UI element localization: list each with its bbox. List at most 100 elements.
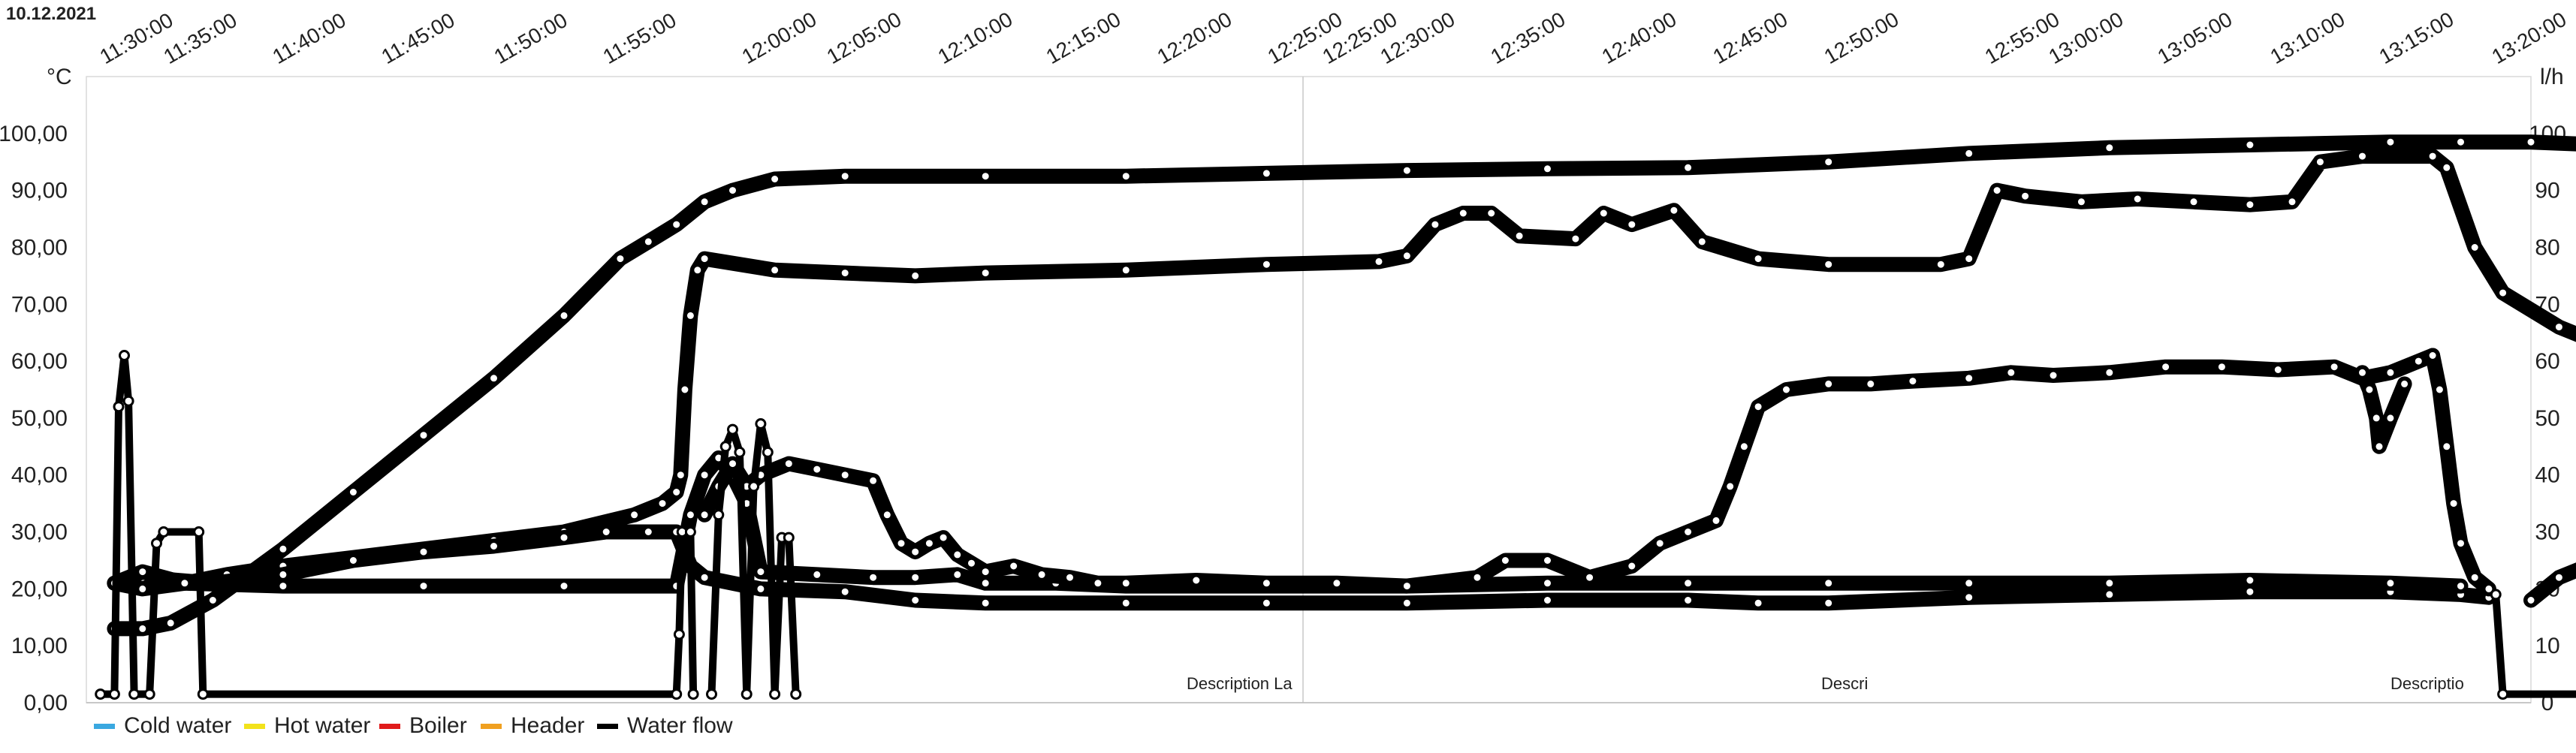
series-point-flow_zero — [2490, 589, 2502, 601]
series-point-hot_water — [923, 538, 935, 550]
date-label: 10.12.2021 — [6, 4, 96, 24]
series-point-cold_water — [909, 595, 922, 606]
legend-label: Boiler — [409, 713, 467, 738]
right-axis-unit: l/h — [2540, 65, 2564, 89]
series-point-header_main — [769, 264, 781, 276]
series-point-boiler — [1963, 577, 1975, 589]
series-point-hot_water — [1092, 577, 1104, 589]
series-point-hot_drop — [2483, 583, 2495, 595]
series-point-water_flow_main — [642, 236, 654, 248]
series-point-water_flow_main — [2525, 136, 2537, 148]
series-point-hot_water — [2005, 366, 2017, 378]
series-point-water_flow_main — [1120, 170, 1132, 182]
series-point-cold_water — [839, 586, 851, 598]
series-point-hot_water — [698, 509, 710, 521]
series-point-water_flow_main — [488, 372, 499, 384]
series-point-hot_water — [1542, 555, 1553, 566]
series-point-hot_water — [979, 566, 991, 578]
description-annotation: Description La — [1187, 674, 1293, 693]
series-point-header_main — [674, 469, 686, 481]
series-point-water_flow_main — [2104, 142, 2116, 154]
legend-swatch — [94, 724, 115, 729]
series-point-hot_water — [1682, 526, 1694, 538]
series-point-cold_water — [558, 532, 570, 544]
series-point-spike_a — [687, 688, 699, 700]
series-point-cold_water — [1120, 597, 1132, 609]
series-point-hot_water — [2047, 369, 2059, 381]
series-point-header_main — [1513, 230, 1525, 242]
series-point-hot_water — [2160, 361, 2172, 373]
series-point-boiler — [179, 577, 191, 589]
legend-label: Header — [511, 713, 584, 738]
series-line-header_main — [107, 149, 2576, 597]
y-tick-label-right: 80 — [2535, 235, 2559, 260]
series-point-spike_a — [122, 395, 134, 407]
series-point-water_flow_main — [614, 253, 626, 265]
description-annotation: Descri — [1821, 674, 1868, 693]
series-point-header_main — [1823, 258, 1835, 270]
series-point-boiler — [684, 509, 696, 521]
y-tick-label-left: 30,00 — [11, 520, 68, 545]
y-tick-label-left: 90,00 — [11, 179, 68, 203]
legend-swatch — [597, 724, 618, 729]
series-point-header_main — [679, 384, 691, 396]
series-point-water_flow_main — [164, 617, 176, 629]
series-point-cold_water — [277, 568, 289, 580]
series-point-hot_water — [1008, 560, 1020, 572]
y-tick-label-left: 80,00 — [11, 235, 68, 260]
series-point-hot_dip — [2384, 412, 2397, 424]
series-point-water_flow_main — [769, 173, 781, 185]
series-point-cold_water — [347, 555, 359, 566]
series-point-hot_water — [2384, 366, 2397, 378]
series-point-hot_drop — [2455, 538, 2466, 550]
series-point-spike_a — [128, 688, 140, 700]
series-point-hot_drop — [2469, 571, 2481, 583]
series-point-boiler — [952, 568, 964, 580]
series-point-boiler — [2104, 577, 2116, 589]
series-point-header_main — [1570, 233, 1582, 245]
series-point-hot_drop — [2448, 498, 2460, 510]
series-point-header_main — [1626, 218, 1638, 230]
y-tick-label-left: 70,00 — [11, 292, 68, 317]
series-point-header_main — [979, 267, 991, 279]
y-tick-label-right: 60 — [2535, 349, 2559, 374]
y-tick-label-left: 60,00 — [11, 349, 68, 374]
description-annotation: Descriptio — [2390, 674, 2464, 693]
series-point-hot_dip — [2357, 366, 2368, 378]
series-point-cold_water — [1542, 595, 1553, 606]
series-point-water_flow_main — [839, 170, 851, 182]
series-point-header_main — [1457, 207, 1469, 219]
series-point-spike_a — [119, 350, 130, 361]
y-tick-label-right: 50 — [2535, 406, 2559, 431]
y-tick-label-right: 90 — [2535, 179, 2559, 203]
y-tick-label-left: 100,00 — [0, 122, 68, 146]
series-point-cold_water — [755, 583, 767, 595]
series-point-header_main — [692, 264, 704, 276]
series-point-boiler — [909, 571, 922, 583]
series-point-boiler — [979, 577, 991, 589]
series-point-boiler — [558, 580, 570, 592]
series-point-spike_b — [762, 446, 774, 458]
series-point-hot_water — [895, 538, 907, 550]
series-point-header_main — [1991, 185, 2003, 197]
series-point-spike_a — [684, 526, 696, 538]
annotation-layer: Description La Descri Descriptio — [1187, 674, 2464, 693]
series-point-water_flow_main — [1823, 156, 1835, 168]
series-point-spike_a — [113, 401, 125, 413]
series-point-hot_water — [1064, 571, 1075, 583]
y-tick-label-left: 50,00 — [11, 406, 68, 431]
series-point-header_main — [1752, 253, 1764, 265]
series-point-header_main — [1429, 218, 1441, 230]
series-point-hot_water — [811, 463, 823, 475]
series-point-hot_water — [2412, 355, 2424, 367]
series-point-water_flow_main — [727, 185, 738, 197]
series-point-boiler — [277, 580, 289, 592]
series-point-cold_water — [600, 526, 612, 538]
series-point-hot_water — [881, 509, 893, 521]
series-point-header_main — [1120, 264, 1132, 276]
series-point-header_main — [839, 267, 851, 279]
series-point-hot_water — [1963, 372, 1975, 384]
series-point-header_main — [2131, 193, 2143, 205]
series-point-cold_water — [1682, 595, 1694, 606]
